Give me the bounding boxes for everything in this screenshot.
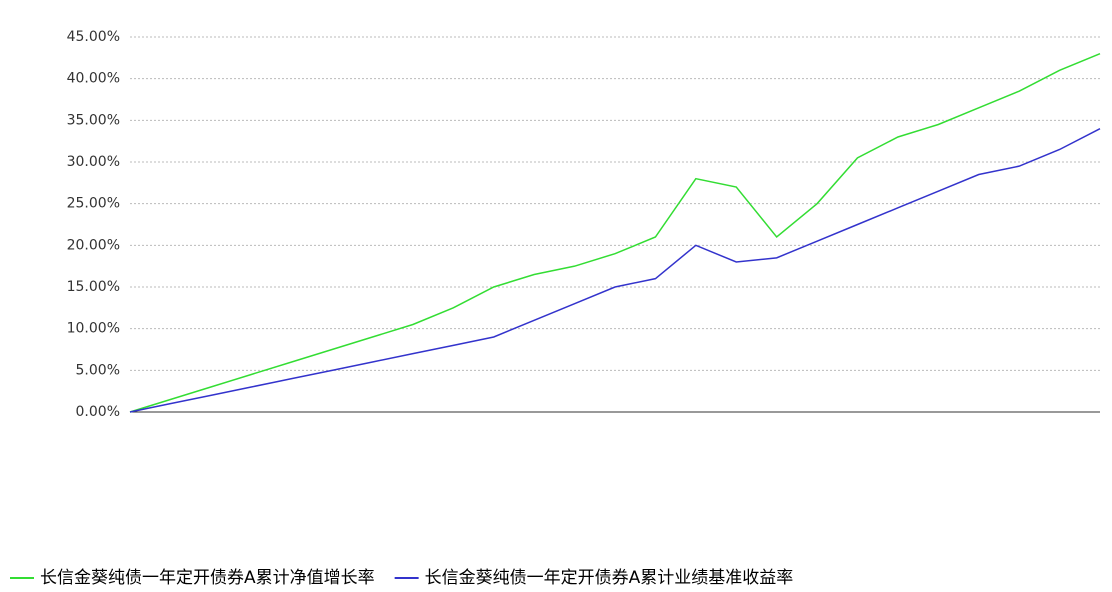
y-tick-label: 0.00% — [76, 404, 120, 420]
y-tick-label: 10.00% — [67, 321, 120, 337]
series-line — [129, 52, 1101, 413]
y-tick-label: 30.00% — [67, 154, 120, 170]
y-tick-label: 5.00% — [76, 362, 120, 378]
legend-label: 长信金葵纯债一年定开债券A累计业绩基准收益率 — [425, 568, 794, 588]
series-line — [129, 128, 1101, 413]
y-tick-label: 25.00% — [67, 196, 120, 212]
y-tick-label: 15.00% — [67, 279, 120, 295]
y-tick-label: 45.00% — [67, 29, 120, 45]
y-tick-label: 35.00% — [67, 112, 120, 128]
y-tick-label: 20.00% — [67, 237, 120, 253]
legend-label: 长信金葵纯债一年定开债券A累计净值增长率 — [40, 568, 375, 588]
y-tick-label: 40.00% — [67, 71, 120, 87]
